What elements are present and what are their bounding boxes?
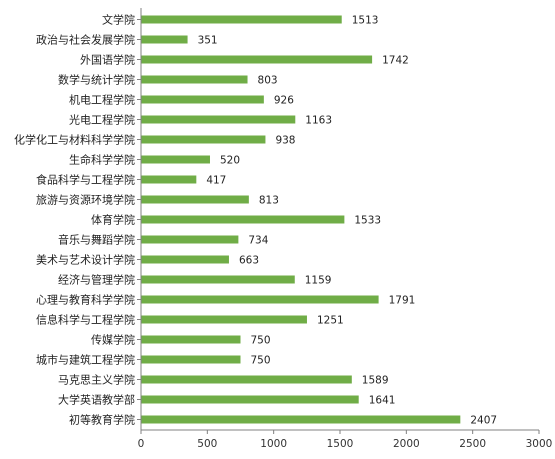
data-label: 803 bbox=[258, 75, 278, 87]
data-label: 938 bbox=[275, 135, 295, 147]
bar bbox=[141, 135, 266, 144]
data-label: 750 bbox=[251, 335, 271, 347]
bar bbox=[141, 55, 373, 64]
category-label: 城市与建筑工程学院 bbox=[36, 353, 135, 367]
data-label: 813 bbox=[259, 195, 279, 207]
category-label: 外国语学院 bbox=[80, 53, 135, 67]
data-label: 1742 bbox=[382, 55, 409, 67]
bar bbox=[141, 115, 296, 124]
x-tick-label: 2500 bbox=[459, 438, 486, 450]
x-tick-label: 500 bbox=[197, 438, 217, 450]
category-label: 旅游与资源环境学院 bbox=[36, 193, 135, 207]
data-label: 1641 bbox=[369, 395, 396, 407]
bar bbox=[141, 315, 307, 324]
category-label: 体育学院 bbox=[91, 213, 135, 227]
category-label: 美术与艺术设计学院 bbox=[36, 253, 135, 267]
x-tick-label: 2000 bbox=[393, 438, 420, 450]
data-label: 1791 bbox=[389, 295, 416, 307]
bar bbox=[141, 255, 229, 264]
data-label: 417 bbox=[206, 175, 226, 187]
data-label: 1533 bbox=[354, 215, 381, 227]
bar bbox=[141, 215, 345, 224]
category-label: 经济与管理学院 bbox=[58, 273, 135, 287]
data-label: 1589 bbox=[362, 375, 389, 387]
data-label: 1163 bbox=[305, 115, 332, 127]
category-label: 化学化工与材料科学学院 bbox=[14, 133, 135, 147]
x-tick-label: 3000 bbox=[526, 438, 553, 450]
category-label: 传媒学院 bbox=[91, 333, 135, 347]
category-label: 大学英语教学部 bbox=[58, 393, 135, 407]
bar bbox=[141, 155, 210, 164]
data-label: 1513 bbox=[352, 15, 379, 27]
category-label: 信息科学与工程学院 bbox=[36, 313, 135, 327]
category-label: 文学院 bbox=[102, 13, 135, 27]
category-label: 生命科学学院 bbox=[69, 153, 135, 167]
bar bbox=[141, 335, 241, 344]
category-label: 初等教育学院 bbox=[69, 413, 135, 427]
data-label: 520 bbox=[220, 155, 240, 167]
category-label: 食品科学与工程学院 bbox=[36, 173, 135, 187]
data-label: 2407 bbox=[470, 415, 497, 427]
bar bbox=[141, 195, 249, 204]
data-label: 1251 bbox=[317, 315, 344, 327]
bar bbox=[141, 15, 342, 24]
category-label: 马克思主义学院 bbox=[58, 373, 135, 387]
bar bbox=[141, 175, 197, 184]
x-tick-label: 1000 bbox=[260, 438, 287, 450]
bar bbox=[141, 35, 188, 44]
category-label: 音乐与舞蹈学院 bbox=[58, 233, 135, 247]
category-label: 机电工程学院 bbox=[69, 93, 135, 107]
bar bbox=[141, 235, 239, 244]
data-label: 663 bbox=[239, 255, 259, 267]
data-label: 734 bbox=[248, 235, 268, 247]
bar bbox=[141, 415, 461, 424]
bar bbox=[141, 295, 379, 304]
x-tick-label: 1500 bbox=[327, 438, 354, 450]
data-label: 1159 bbox=[305, 275, 332, 287]
bar bbox=[141, 375, 352, 384]
bar bbox=[141, 95, 264, 104]
bar bbox=[141, 355, 241, 364]
data-label: 351 bbox=[198, 35, 218, 47]
x-tick-label: 0 bbox=[138, 438, 145, 450]
category-label: 心理与教育科学学院 bbox=[36, 293, 135, 307]
bar bbox=[141, 75, 248, 84]
data-label: 750 bbox=[251, 355, 271, 367]
data-label: 926 bbox=[274, 95, 294, 107]
category-label: 数学与统计学院 bbox=[58, 73, 135, 87]
bar bbox=[141, 275, 295, 284]
category-label: 光电工程学院 bbox=[69, 113, 135, 127]
category-label: 政治与社会发展学院 bbox=[36, 33, 135, 47]
bar bbox=[141, 395, 359, 404]
